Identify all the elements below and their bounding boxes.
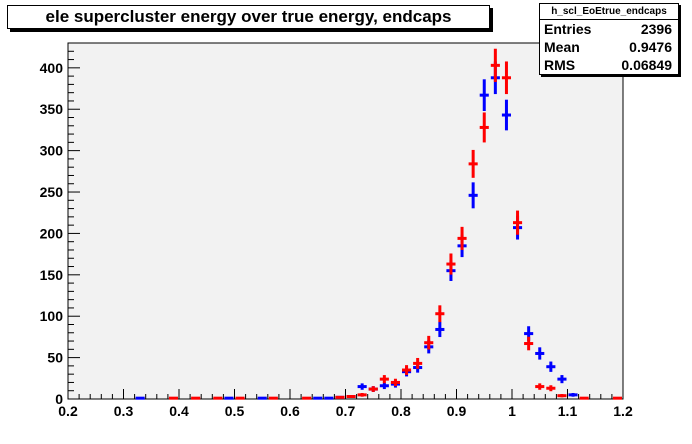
data-point [535,347,545,360]
data-point [513,210,523,235]
data-point [468,149,478,178]
data-point [557,394,567,398]
stats-label: Mean [544,39,580,55]
data-point [302,396,312,400]
x-tick-label: 0.7 [336,403,356,419]
stats-row-rms: RMS 0.06849 [540,56,678,74]
data-point [191,396,201,400]
data-point [457,226,467,250]
data-point [357,393,367,397]
y-tick-label: 200 [40,225,64,241]
data-point [368,386,378,392]
stats-value: 0.9476 [629,39,672,55]
data-point [168,396,178,400]
y-tick-label: 250 [40,184,64,200]
x-tick-label: 1.2 [613,403,633,419]
data-point [557,375,567,384]
data-point [213,396,223,400]
data-point [224,396,234,400]
x-tick-label: 0.3 [114,403,134,419]
axes: 0.2 0.3 0.4 0.5 0.6 0.7 0.8 0.9 1 1.1 1.2 0 50 100 150… [40,42,633,419]
y-tick-label: 50 [47,350,63,366]
data-point [501,61,511,95]
data-point [413,357,423,369]
data-point [357,383,367,390]
data-point [612,396,622,400]
stats-row-entries: Entries 2396 [540,20,678,38]
data-point [379,375,389,384]
data-point [535,383,545,390]
data-point [501,99,511,131]
data-point [135,396,145,400]
x-tick-label: 0.9 [447,403,467,419]
x-tick-label: 1 [508,403,516,419]
data-point [579,396,589,400]
stats-histogram-name: h_scl_EoEtrue_endcaps [540,4,678,20]
data-point [546,361,556,372]
data-point [479,79,489,112]
data-point [379,382,389,390]
x-tick-label: 0.5 [225,403,245,419]
plot-frame [67,42,624,400]
stats-value: 0.06849 [621,57,672,73]
data-point [546,385,556,392]
x-tick-label: 1.1 [558,403,578,419]
data-point [490,48,500,82]
data-point [435,321,445,338]
x-tick-label: 0.4 [169,403,189,419]
data-markers [135,48,622,400]
stats-row-mean: Mean 0.9476 [540,38,678,56]
data-point [468,182,478,209]
y-tick-label: 0 [55,391,63,407]
stats-label: RMS [544,57,576,73]
data-point [313,396,323,400]
stats-box: h_scl_EoEtrue_endcaps Entries 2396 Mean … [539,3,679,75]
data-point [402,365,412,375]
chart-title-box: ele supercluster energy over true energy… [7,5,490,29]
x-tick-label: 0.6 [280,403,300,419]
y-tick-label: 150 [40,267,64,283]
x-tick-label: 0.2 [58,403,78,419]
y-tick-label: 400 [40,60,64,76]
data-point [424,335,434,350]
data-point [268,396,278,400]
data-point [335,395,345,399]
data-point [435,305,445,323]
data-point [446,253,456,275]
data-point [479,112,489,143]
stats-label: Entries [544,21,592,37]
stats-value: 2396 [640,21,672,37]
data-point [346,395,356,399]
chart-title: ele supercluster energy over true energy… [45,7,452,26]
x-tick-label: 0.8 [391,403,411,419]
data-point [390,378,400,387]
y-tick-label: 350 [40,101,64,117]
y-tick-label: 300 [40,143,64,159]
data-point [257,396,267,400]
data-point [235,396,245,400]
data-point [524,336,534,351]
data-point [324,396,334,400]
y-tick-label: 100 [40,308,64,324]
data-point [568,393,578,397]
